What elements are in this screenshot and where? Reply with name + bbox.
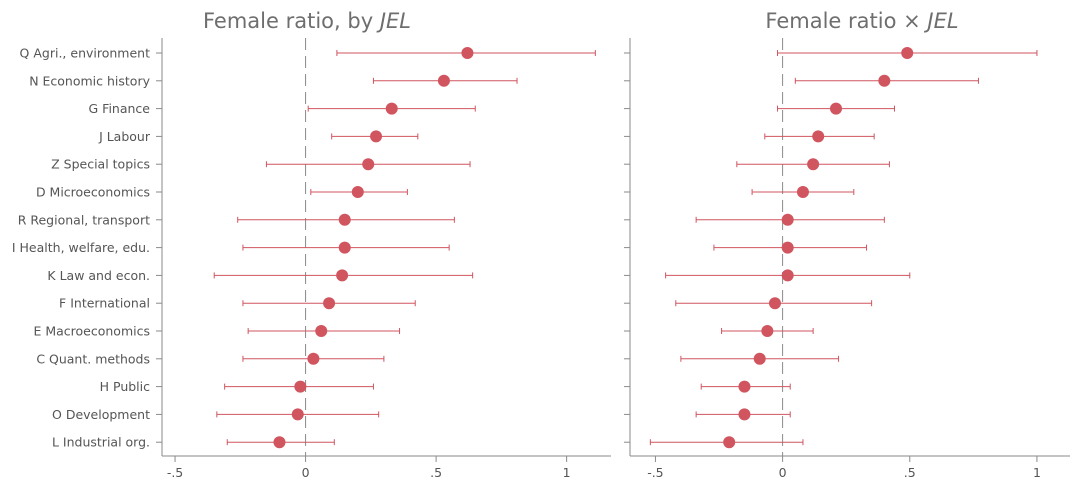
category-label: D Microeconomics — [36, 185, 150, 200]
point-estimate — [437, 74, 450, 87]
chart-title-main: Female ratio × — [765, 9, 927, 33]
x-tick-label: 1 — [563, 465, 571, 480]
category-label: E Macroeconomics — [33, 324, 150, 339]
x-tick-label: 0 — [779, 465, 787, 480]
category-label: H Public — [100, 379, 150, 394]
point-estimate — [878, 74, 891, 87]
category-label: C Quant. methods — [36, 351, 150, 366]
point-estimate — [291, 408, 304, 421]
point-estimate — [461, 47, 474, 59]
point-estimate — [315, 325, 328, 337]
point-estimate — [273, 436, 286, 449]
category-label: N Economic history — [29, 73, 150, 88]
x-tick-label: .5 — [904, 465, 916, 480]
chart-panel-2: Female ratio × JEL -.5 0 .5 1 — [624, 9, 1070, 480]
point-estimate — [901, 47, 914, 59]
point-estimate — [294, 380, 307, 393]
point-estimate — [362, 158, 375, 171]
point-estimate — [768, 297, 781, 310]
point-estimate — [781, 213, 794, 226]
x-tick-label: 0 — [302, 465, 310, 480]
point-estimate — [761, 325, 774, 337]
category-label: Q Agri., environment — [20, 46, 151, 61]
chart-title: Female ratio, by JEL — [203, 9, 411, 33]
category-label: G Finance — [89, 101, 151, 116]
chart-title-main: Female ratio, by — [203, 9, 380, 33]
point-estimate — [753, 352, 766, 365]
point-estimate — [807, 158, 820, 171]
category-label: F International — [59, 296, 150, 311]
point-estimate — [796, 186, 809, 198]
category-label: O Development — [52, 407, 150, 422]
point-estimate — [370, 130, 383, 143]
point-estimate — [723, 436, 736, 449]
point-estimate — [781, 241, 794, 254]
point-estimate — [338, 241, 351, 254]
point-estimate — [336, 269, 349, 282]
point-estimate — [385, 102, 398, 115]
point-estimate — [738, 380, 751, 393]
point-estimate — [351, 186, 364, 198]
category-label: R Regional, transport — [18, 212, 150, 227]
x-tick-label: -.5 — [647, 465, 663, 480]
point-estimate — [781, 269, 794, 282]
x-tick-label: 1 — [1033, 465, 1041, 480]
chart-panel-1: Female ratio, by JEL -.5 0 .5 1 Q Agri., envi… — [12, 9, 611, 480]
category-label: J Labour — [98, 129, 151, 144]
chart-title-italic: JEL — [376, 9, 411, 33]
point-estimate — [830, 102, 843, 115]
category-label: L Industrial org. — [52, 435, 150, 450]
point-estimate — [323, 297, 336, 310]
category-label: K Law and econ. — [47, 268, 150, 283]
x-tick-label: -.5 — [167, 465, 183, 480]
point-estimate — [338, 213, 351, 226]
point-estimate — [738, 408, 751, 421]
category-label: Z Special topics — [51, 157, 150, 172]
chart-title: Female ratio × JEL — [765, 9, 958, 33]
point-estimate — [812, 130, 825, 143]
x-tick-label: .5 — [430, 465, 442, 480]
chart-title-italic: JEL — [923, 9, 958, 33]
point-estimate — [307, 352, 320, 365]
category-label: I Health, welfare, edu. — [12, 240, 150, 255]
